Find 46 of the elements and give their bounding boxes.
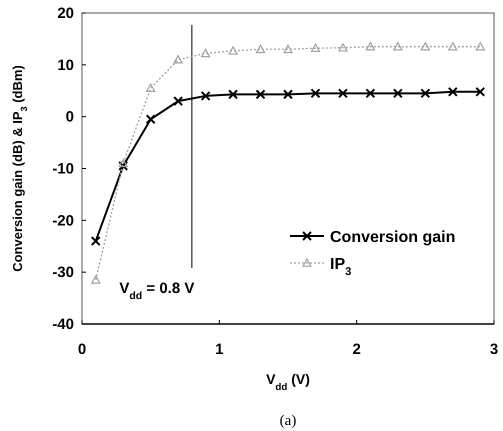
y-tick-label: 10 — [57, 56, 74, 74]
point — [392, 88, 403, 98]
point — [228, 46, 238, 55]
point — [475, 86, 486, 97]
point — [420, 42, 430, 50]
point — [118, 160, 128, 171]
x-tick-label: 2 — [352, 341, 361, 358]
point — [283, 89, 293, 100]
point — [420, 88, 430, 98]
point — [256, 89, 266, 100]
point — [338, 43, 348, 52]
point — [310, 88, 320, 98]
point — [90, 236, 101, 246]
text: (a) — [280, 413, 296, 429]
point — [146, 84, 156, 92]
point — [448, 42, 458, 50]
x-axis-title: V$_{dd}$ (V) — [266, 371, 310, 392]
point — [310, 44, 320, 52]
point — [173, 96, 184, 106]
ref-line-label: V$_{dd}$ = 0.8 V — [119, 280, 194, 302]
point — [201, 48, 210, 58]
point — [91, 275, 100, 284]
x-tick-label: 3 — [490, 341, 498, 358]
legend-label: IP$_{3}$ — [330, 256, 352, 278]
y-tick-label: 0 — [66, 108, 74, 126]
y-tick-label: 20 — [57, 5, 74, 22]
point — [366, 42, 375, 50]
point — [448, 86, 458, 97]
y-tick-label: -40 — [52, 316, 74, 333]
x-tick-label: 1 — [215, 341, 224, 358]
point — [365, 88, 376, 98]
point — [338, 88, 348, 98]
point — [146, 114, 156, 124]
point — [118, 158, 128, 168]
legend-label: Conversion gain — [330, 229, 456, 246]
point — [174, 55, 183, 64]
point — [228, 89, 238, 100]
x-tick-label: 0 — [78, 341, 86, 358]
point — [256, 44, 266, 54]
point — [283, 44, 293, 54]
y-tick-label: -30 — [52, 264, 74, 282]
point — [393, 42, 402, 50]
y-tick-label: -10 — [52, 160, 74, 178]
point — [476, 42, 485, 50]
y-tick-label: -20 — [52, 212, 74, 230]
point — [200, 90, 211, 101]
